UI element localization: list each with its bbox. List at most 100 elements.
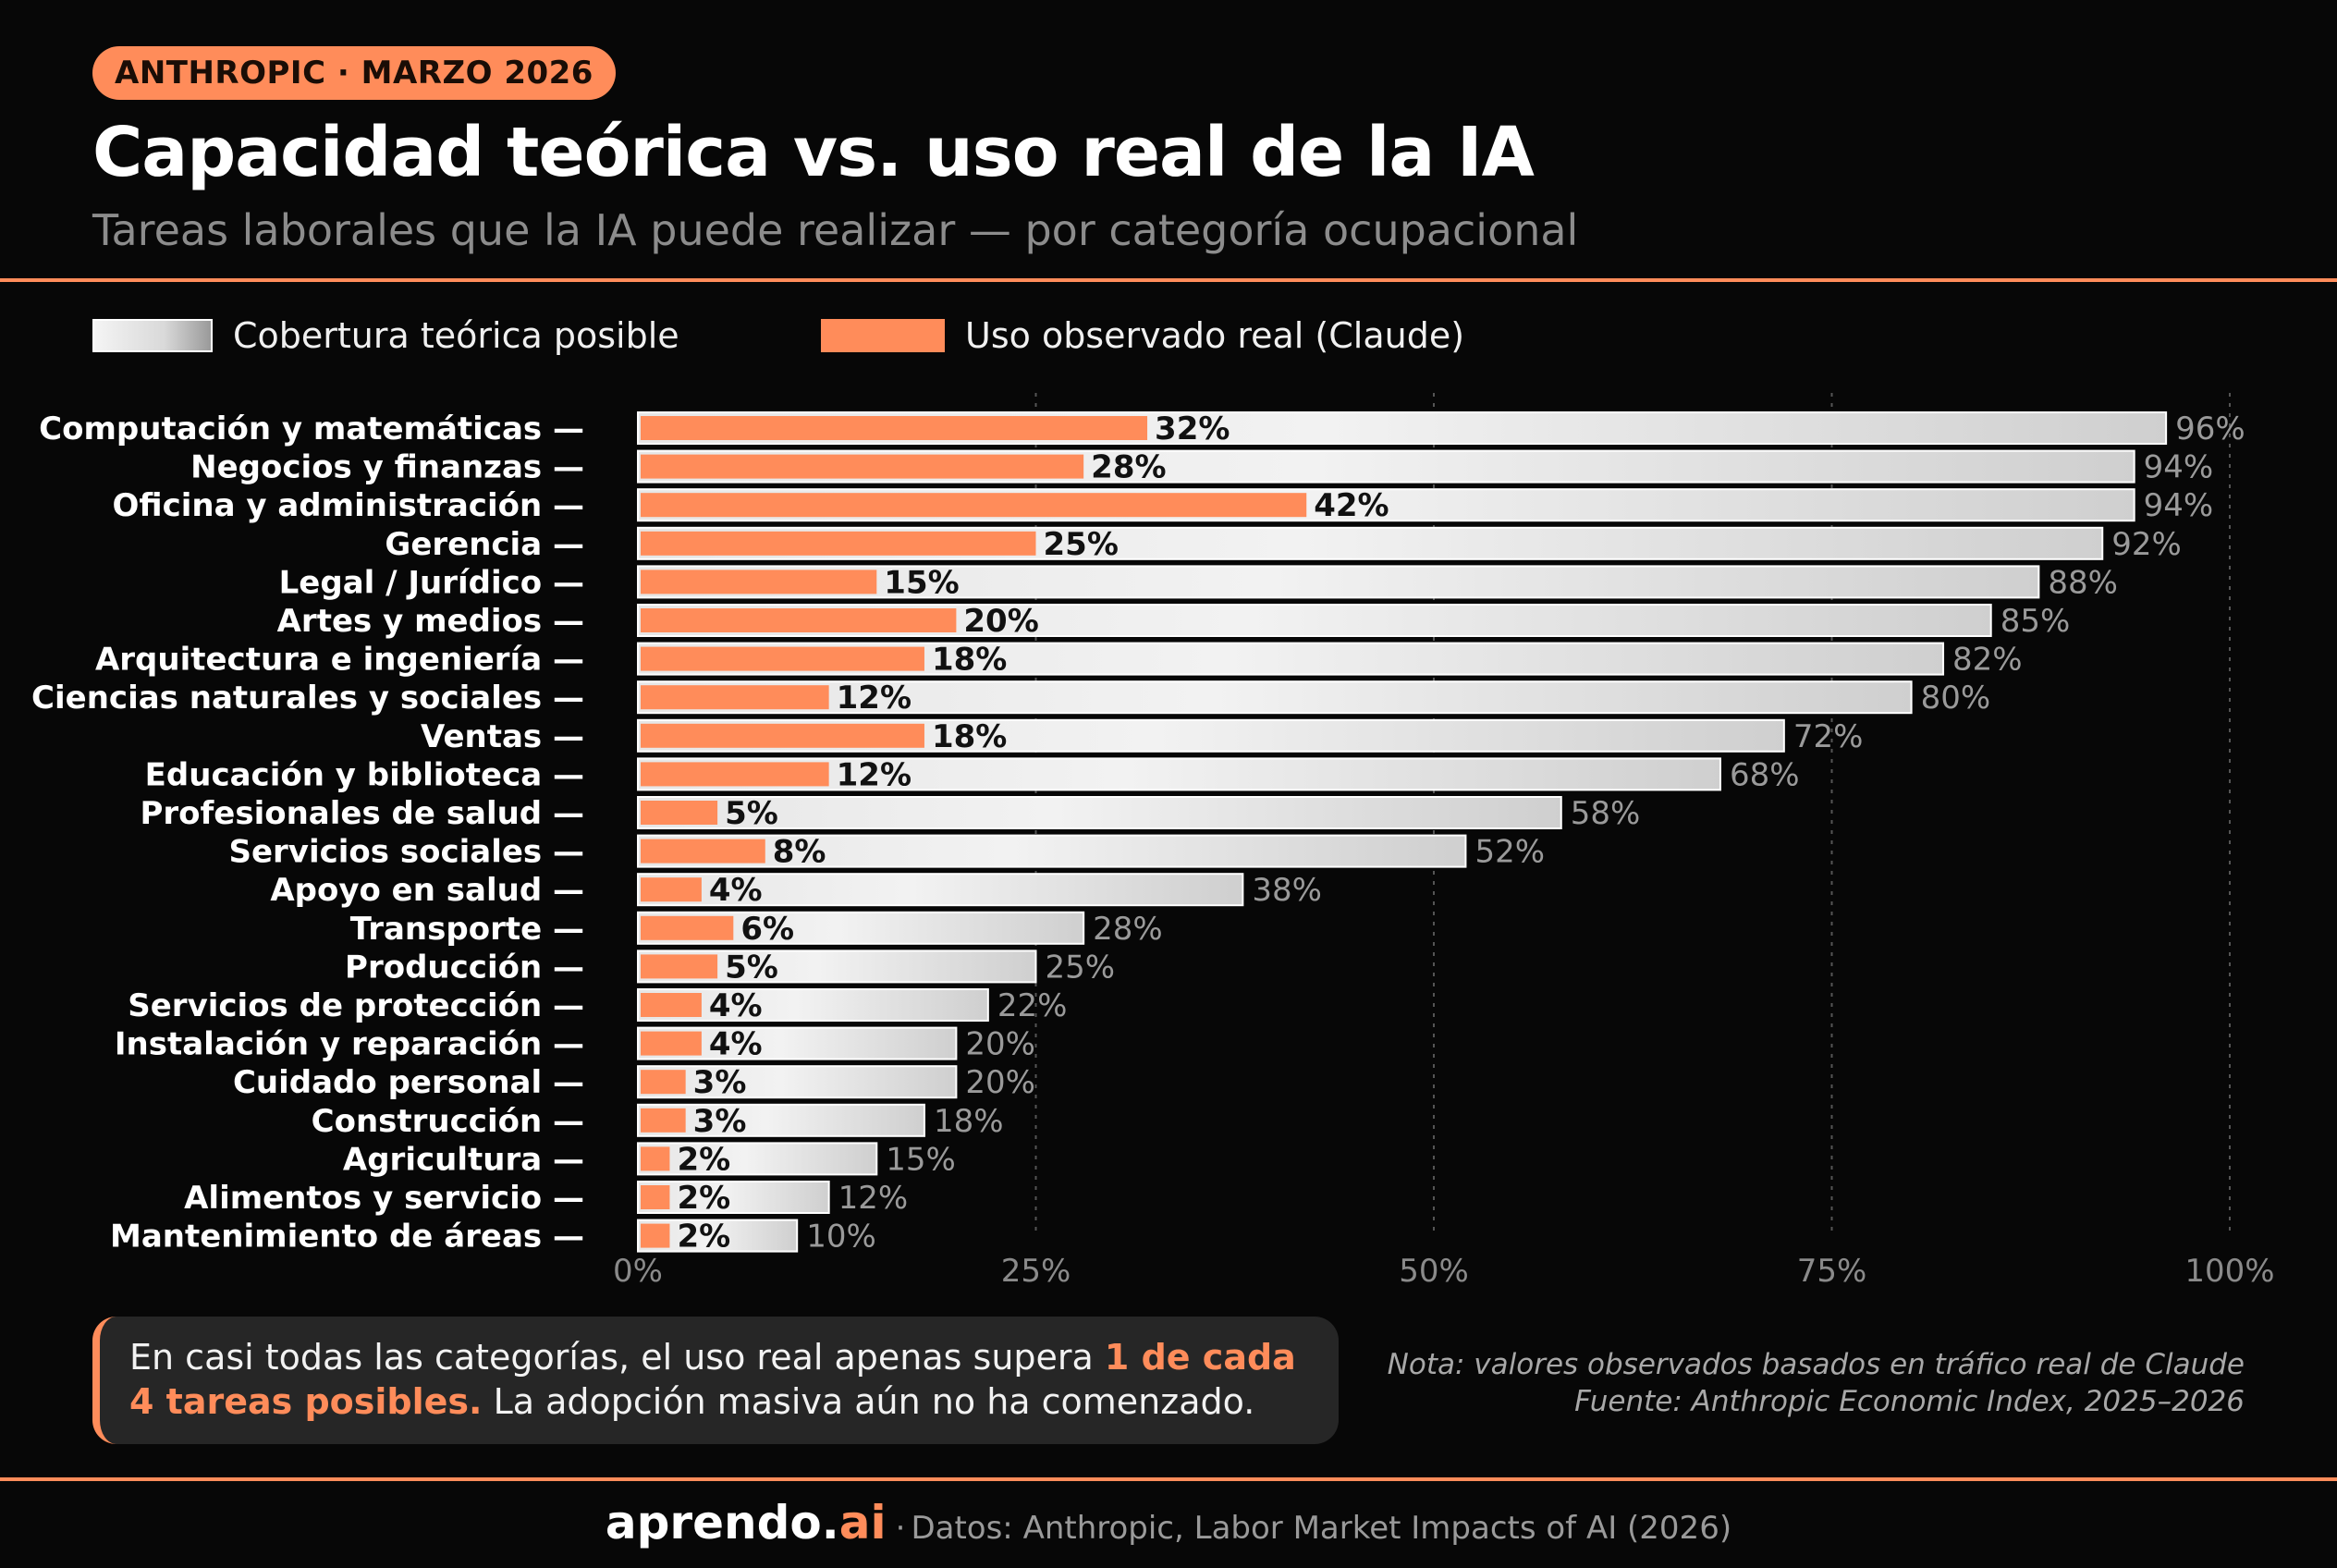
- real-bar: [641, 685, 829, 710]
- page-title: Capacidad teórica vs. uso real de la IA: [92, 113, 1535, 192]
- real-value-label: 5%: [725, 949, 778, 986]
- theory-value-label: 20%: [965, 1064, 1035, 1101]
- source-note: Nota: valores observados basados en tráf…: [1388, 1346, 2245, 1420]
- callout-text-after: La adopción masiva aún no ha comenzado.: [482, 1381, 1255, 1422]
- real-value-label: 4%: [709, 1026, 763, 1063]
- note-line-1: Nota: valores observados basados en tráf…: [1387, 1348, 2245, 1381]
- theory-value-label: 20%: [965, 1026, 1035, 1063]
- insight-callout: En casi todas las categorías, el uso rea…: [92, 1317, 1339, 1444]
- category-label: Apoyo en salud —: [270, 872, 584, 909]
- theory-value-label: 94%: [2144, 449, 2214, 486]
- real-bar: [641, 915, 734, 940]
- real-value-label: 15%: [884, 564, 959, 601]
- category-label: Servicios sociales —: [228, 834, 584, 871]
- theory-value-label: 10%: [806, 1219, 876, 1256]
- category-label: Producción —: [345, 949, 584, 986]
- real-bar: [641, 1223, 670, 1248]
- real-bar: [641, 531, 1036, 556]
- x-tick-label: 50%: [1399, 1253, 1469, 1290]
- page-subtitle: Tareas laborales que la IA puede realiza…: [92, 205, 1579, 255]
- category-label: Arquitectura e ingeniería —: [95, 642, 584, 679]
- category-label: Profesionales de salud —: [140, 795, 584, 832]
- category-label: Oficina y administración —: [112, 487, 584, 524]
- category-label: Negocios y finanzas —: [190, 449, 584, 486]
- real-value-label: 6%: [740, 911, 794, 948]
- x-tick-label: 75%: [1797, 1253, 1867, 1290]
- brand-main: aprendo.: [605, 1496, 839, 1550]
- theory-value-label: 25%: [1046, 949, 1116, 986]
- real-value-label: 5%: [725, 795, 778, 832]
- callout-text-before: En casi todas las categorías, el uso rea…: [129, 1337, 1105, 1378]
- real-value-label: 4%: [709, 872, 763, 909]
- note-line-2: Fuente: Anthropic Economic Index, 2025–2…: [1574, 1385, 2245, 1418]
- real-value-label: 12%: [837, 756, 912, 793]
- real-bar: [641, 877, 702, 902]
- x-tick-label: 25%: [1001, 1253, 1071, 1290]
- theory-value-label: 15%: [886, 1141, 956, 1178]
- legend-real: Uso observado real (Claude): [821, 315, 1464, 356]
- theory-value-label: 52%: [1474, 834, 1545, 871]
- date-badge: ANTHROPIC · MARZO 2026: [92, 46, 616, 100]
- theory-value-label: 58%: [1571, 795, 1641, 832]
- real-bar: [641, 646, 924, 671]
- category-label: Ventas —: [421, 718, 584, 755]
- x-tick-label: 100%: [2184, 1253, 2274, 1290]
- real-value-label: 2%: [677, 1219, 730, 1256]
- bar-chart: Computación y matemáticas — 32% 96% Negocio…: [31, 393, 2275, 1290]
- footer-source: Datos: Anthropic, Labor Market Impacts o…: [911, 1510, 1732, 1547]
- theory-bar: [637, 1065, 958, 1099]
- real-bar: [641, 801, 718, 825]
- top-divider: [0, 278, 2337, 282]
- category-label: Construcción —: [312, 1103, 584, 1140]
- theory-value-label: 92%: [2111, 526, 2182, 563]
- theory-value-label: 68%: [1730, 756, 1800, 793]
- category-label: Mantenimiento de áreas —: [110, 1219, 584, 1256]
- callout-highlight: 1 de cada 4 tareas posibles.: [129, 1337, 1296, 1422]
- theory-bar: [637, 680, 1913, 715]
- real-bar: [641, 762, 829, 787]
- category-label: Instalación y reparación —: [115, 1026, 584, 1063]
- real-bar: [641, 1146, 670, 1171]
- real-value-label: 42%: [1314, 487, 1389, 524]
- category-label: Ciencias naturales y sociales —: [31, 680, 584, 717]
- real-value-label: 2%: [677, 1180, 730, 1217]
- bottom-divider: [0, 1477, 2337, 1481]
- category-label: Computación y matemáticas —: [39, 410, 584, 447]
- theory-value-label: 28%: [1093, 911, 1163, 948]
- real-value-label: 18%: [932, 642, 1007, 679]
- real-bar: [641, 954, 718, 979]
- theory-value-label: 85%: [2001, 603, 2071, 640]
- theory-value-label: 72%: [1793, 718, 1864, 755]
- real-bar: [641, 570, 877, 594]
- real-value-label: 3%: [693, 1103, 747, 1140]
- real-value-label: 3%: [693, 1064, 747, 1101]
- theory-value-label: 94%: [2144, 487, 2214, 524]
- real-value-label: 4%: [709, 987, 763, 1024]
- real-bar: [641, 493, 1307, 518]
- real-value-label: 2%: [677, 1141, 730, 1178]
- legend-real-swatch: [821, 319, 945, 352]
- real-bar: [641, 993, 702, 1017]
- real-value-label: 18%: [932, 718, 1007, 755]
- category-label: Agricultura —: [343, 1141, 584, 1178]
- category-label: Educación y biblioteca —: [145, 756, 584, 793]
- brand-accent: ai: [838, 1496, 887, 1550]
- theory-bar: [637, 796, 1562, 829]
- real-value-label: 32%: [1155, 410, 1230, 447]
- theory-bar: [637, 1142, 878, 1176]
- real-value-label: 8%: [773, 834, 826, 871]
- category-label: Alimentos y servicio —: [184, 1180, 584, 1217]
- legend-theory-label: Cobertura teórica posible: [233, 315, 679, 356]
- theory-value-label: 18%: [934, 1103, 1004, 1140]
- theory-value-label: 38%: [1252, 872, 1322, 909]
- theory-value-label: 22%: [997, 987, 1068, 1024]
- category-label: Transporte —: [350, 911, 584, 948]
- category-label: Artes y medios —: [277, 603, 584, 640]
- brand-logo: aprendo.ai: [606, 1496, 887, 1550]
- category-label: Cuidado personal —: [233, 1064, 584, 1101]
- real-value-label: 28%: [1091, 449, 1166, 486]
- real-bar: [641, 1031, 702, 1056]
- real-value-label: 20%: [963, 603, 1038, 640]
- theory-bar: [637, 873, 1244, 907]
- theory-bar: [637, 834, 1467, 868]
